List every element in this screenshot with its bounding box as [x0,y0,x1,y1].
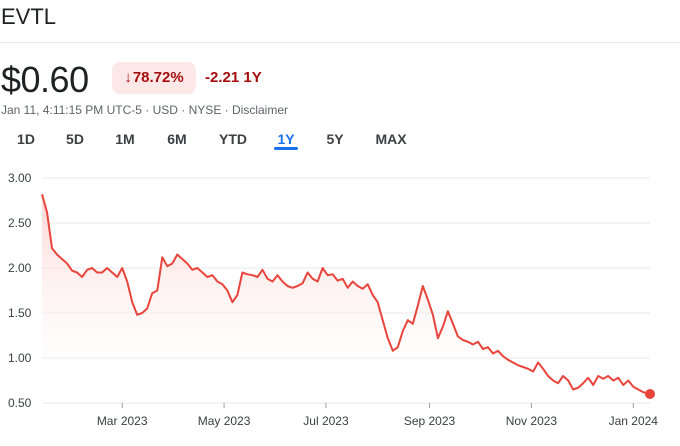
range-tab-1d[interactable]: 1D [17,131,35,147]
x-tick-label: May 2023 [198,414,251,428]
range-tab-1y[interactable]: 1Y [274,130,298,152]
x-tick-label: Jan 2024 [609,414,659,428]
price-line [41,193,651,395]
range-tab-ytd[interactable]: YTD [219,131,247,147]
disclaimer-link[interactable]: Disclaimer [232,103,289,117]
y-axis: 3.00 2.50 2.00 1.50 1.00 0.50 [8,171,32,410]
meta-separator: · [177,103,189,117]
ticker-symbol: EVTL [1,4,57,29]
last-price-marker [645,389,655,399]
arrow-down-icon: ↓ [124,69,132,86]
range-tab-5y[interactable]: 5Y [326,131,344,147]
x-axis: Mar 2023 May 2023 Jul 2023 Sep 2023 Nov 2023… [97,403,658,428]
price-chart[interactable]: 3.00 2.50 2.00 1.50 1.00 0.50 Mar 2023 May 202… [0,160,680,446]
percent-change-value: 78.72% [132,69,184,86]
x-tick-label: Sep 2023 [404,414,456,428]
meta-separator: · [221,103,232,117]
y-tick-label: 2.50 [8,216,32,230]
price-area-fill [42,194,650,403]
range-tab-1m[interactable]: 1M [115,131,135,147]
percent-change-badge: ↓78.72% [112,62,196,94]
absolute-change: -2.21 1Y [205,69,262,86]
y-tick-label: 1.50 [8,306,32,320]
range-tab-6m[interactable]: 6M [167,131,187,147]
quote-meta-line: Jan 11, 4:11:15 PM UTC-5 · USD · NYSE · … [1,103,288,117]
x-tick-label: Nov 2023 [506,414,558,428]
y-tick-label: 3.00 [8,171,32,185]
quote-timestamp: Jan 11, 4:11:15 PM UTC-5 [1,103,142,117]
range-tab-max[interactable]: MAX [375,131,407,147]
y-tick-label: 2.00 [8,261,32,275]
x-tick-label: Mar 2023 [97,414,148,428]
quote-exchange: NYSE [188,103,222,117]
header-divider [0,42,680,43]
quote-currency: USD [152,103,178,117]
y-tick-label: 1.00 [8,351,32,365]
y-tick-label: 0.50 [8,396,32,410]
x-tick-label: Jul 2023 [303,414,349,428]
current-price: $0.60 [1,59,89,100]
meta-separator: · [141,103,153,117]
range-tab-5d[interactable]: 5D [66,131,84,147]
